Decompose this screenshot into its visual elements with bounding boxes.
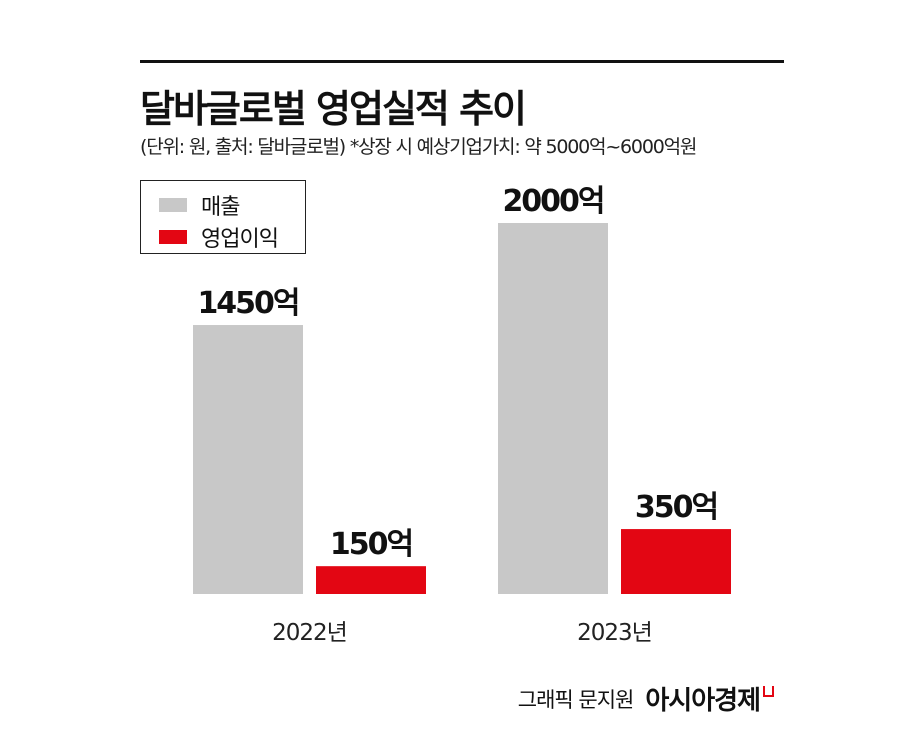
bar-sales-1 xyxy=(498,223,608,594)
data-label: 1450억 xyxy=(197,286,298,321)
data-label: 2000억 xyxy=(502,184,603,219)
chart-title: 달바글로벌 영업실적 추이 xyxy=(140,87,527,131)
bar-profit-1 xyxy=(621,529,731,594)
x-tick-label: 2023년 xyxy=(577,620,652,646)
legend-swatch-profit xyxy=(159,230,187,244)
top-rule xyxy=(140,60,784,63)
bar-sales-0 xyxy=(193,325,303,594)
legend: 매출 영업이익 xyxy=(140,180,306,254)
brand-logo: 아시아경제 xyxy=(645,686,761,716)
legend-item-sales: 매출 xyxy=(159,189,240,221)
legend-label: 매출 xyxy=(201,195,240,220)
data-label: 350억 xyxy=(635,490,717,525)
credit: 그래픽 문지원 아시아경제 xyxy=(518,680,774,717)
legend-label: 영업이익 xyxy=(201,227,279,252)
legend-item-profit: 영업이익 xyxy=(159,221,279,253)
chart-subtitle: (단위: 원, 출처: 달바글로벌) *상장 시 예상기업가치: 약 5000억… xyxy=(140,136,697,158)
brand-mark-icon xyxy=(763,686,774,697)
data-label: 150억 xyxy=(330,527,412,562)
x-tick-label: 2022년 xyxy=(272,620,347,646)
legend-swatch-sales xyxy=(159,198,187,212)
credit-text: 그래픽 문지원 xyxy=(517,687,635,712)
bar-profit-0 xyxy=(316,566,426,594)
